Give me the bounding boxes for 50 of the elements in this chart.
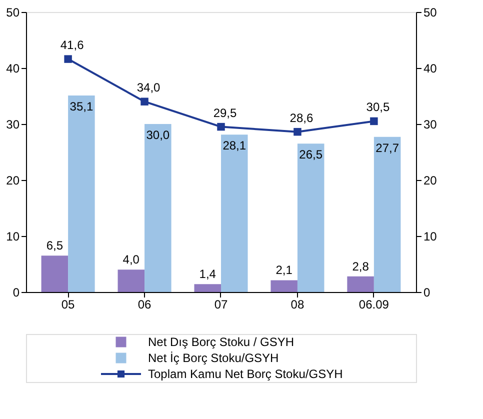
point <box>294 128 302 136</box>
bar <box>270 280 298 292</box>
bar <box>68 95 95 292</box>
y-tick-label: 50 <box>6 6 20 20</box>
point <box>217 122 225 131</box>
data-label: 30,5 <box>366 100 390 114</box>
bar <box>41 256 68 292</box>
y-tick-label: 30 <box>6 118 20 132</box>
bar <box>297 144 324 292</box>
bar <box>118 270 145 292</box>
y-tick-label: 10 <box>6 230 20 244</box>
data-label: 6,5 <box>46 238 64 253</box>
bar <box>347 276 374 292</box>
y2-tick-label: 0 <box>424 286 430 300</box>
legend-label: Net İç Borç Stoku/GSYH <box>148 351 279 365</box>
data-label: 35,1 <box>70 99 94 114</box>
data-label: 29,5 <box>213 106 237 120</box>
data-label: 4,0 <box>122 252 140 267</box>
y2-tick-label: 30 <box>424 118 438 132</box>
data-label: 1,4 <box>199 267 216 282</box>
data-label: 41,6 <box>60 38 84 52</box>
y2-tick-label: 50 <box>424 6 438 20</box>
x-tick-label: 05 <box>61 298 76 312</box>
x-tick-label: 07 <box>214 298 228 312</box>
point <box>370 117 378 126</box>
bar <box>144 124 172 292</box>
y-tick-label: 20 <box>6 174 20 188</box>
data-label: 30,0 <box>146 128 170 142</box>
data-label: 2,8 <box>352 259 370 274</box>
data-label: 2,1 <box>276 263 293 278</box>
data-label: 28,1 <box>222 138 246 153</box>
y2-tick-label: 40 <box>424 62 438 76</box>
y2-tick-label: 20 <box>424 174 438 188</box>
point <box>64 55 72 63</box>
data-label: 27,7 <box>376 140 400 155</box>
x-tick-label: 08 <box>290 298 304 312</box>
data-label: 28,6 <box>290 110 314 125</box>
x-tick-label: 06.09 <box>358 298 390 312</box>
y-tick-label: 0 <box>12 286 20 300</box>
bar <box>374 136 401 292</box>
data-label: 26,5 <box>299 148 323 162</box>
bar <box>194 284 221 292</box>
legend-label: Toplam Kamu Net Borç Stoku/GSYH <box>148 367 343 381</box>
y-tick-label: 40 <box>6 62 20 76</box>
x-tick-label: 06 <box>138 298 152 312</box>
y2-tick-label: 10 <box>424 230 438 244</box>
bar <box>221 134 248 292</box>
point <box>140 98 148 106</box>
data-label: 34,0 <box>136 80 161 95</box>
legend-label: Net Dış Borç Stoku / GSYH <box>148 335 294 349</box>
